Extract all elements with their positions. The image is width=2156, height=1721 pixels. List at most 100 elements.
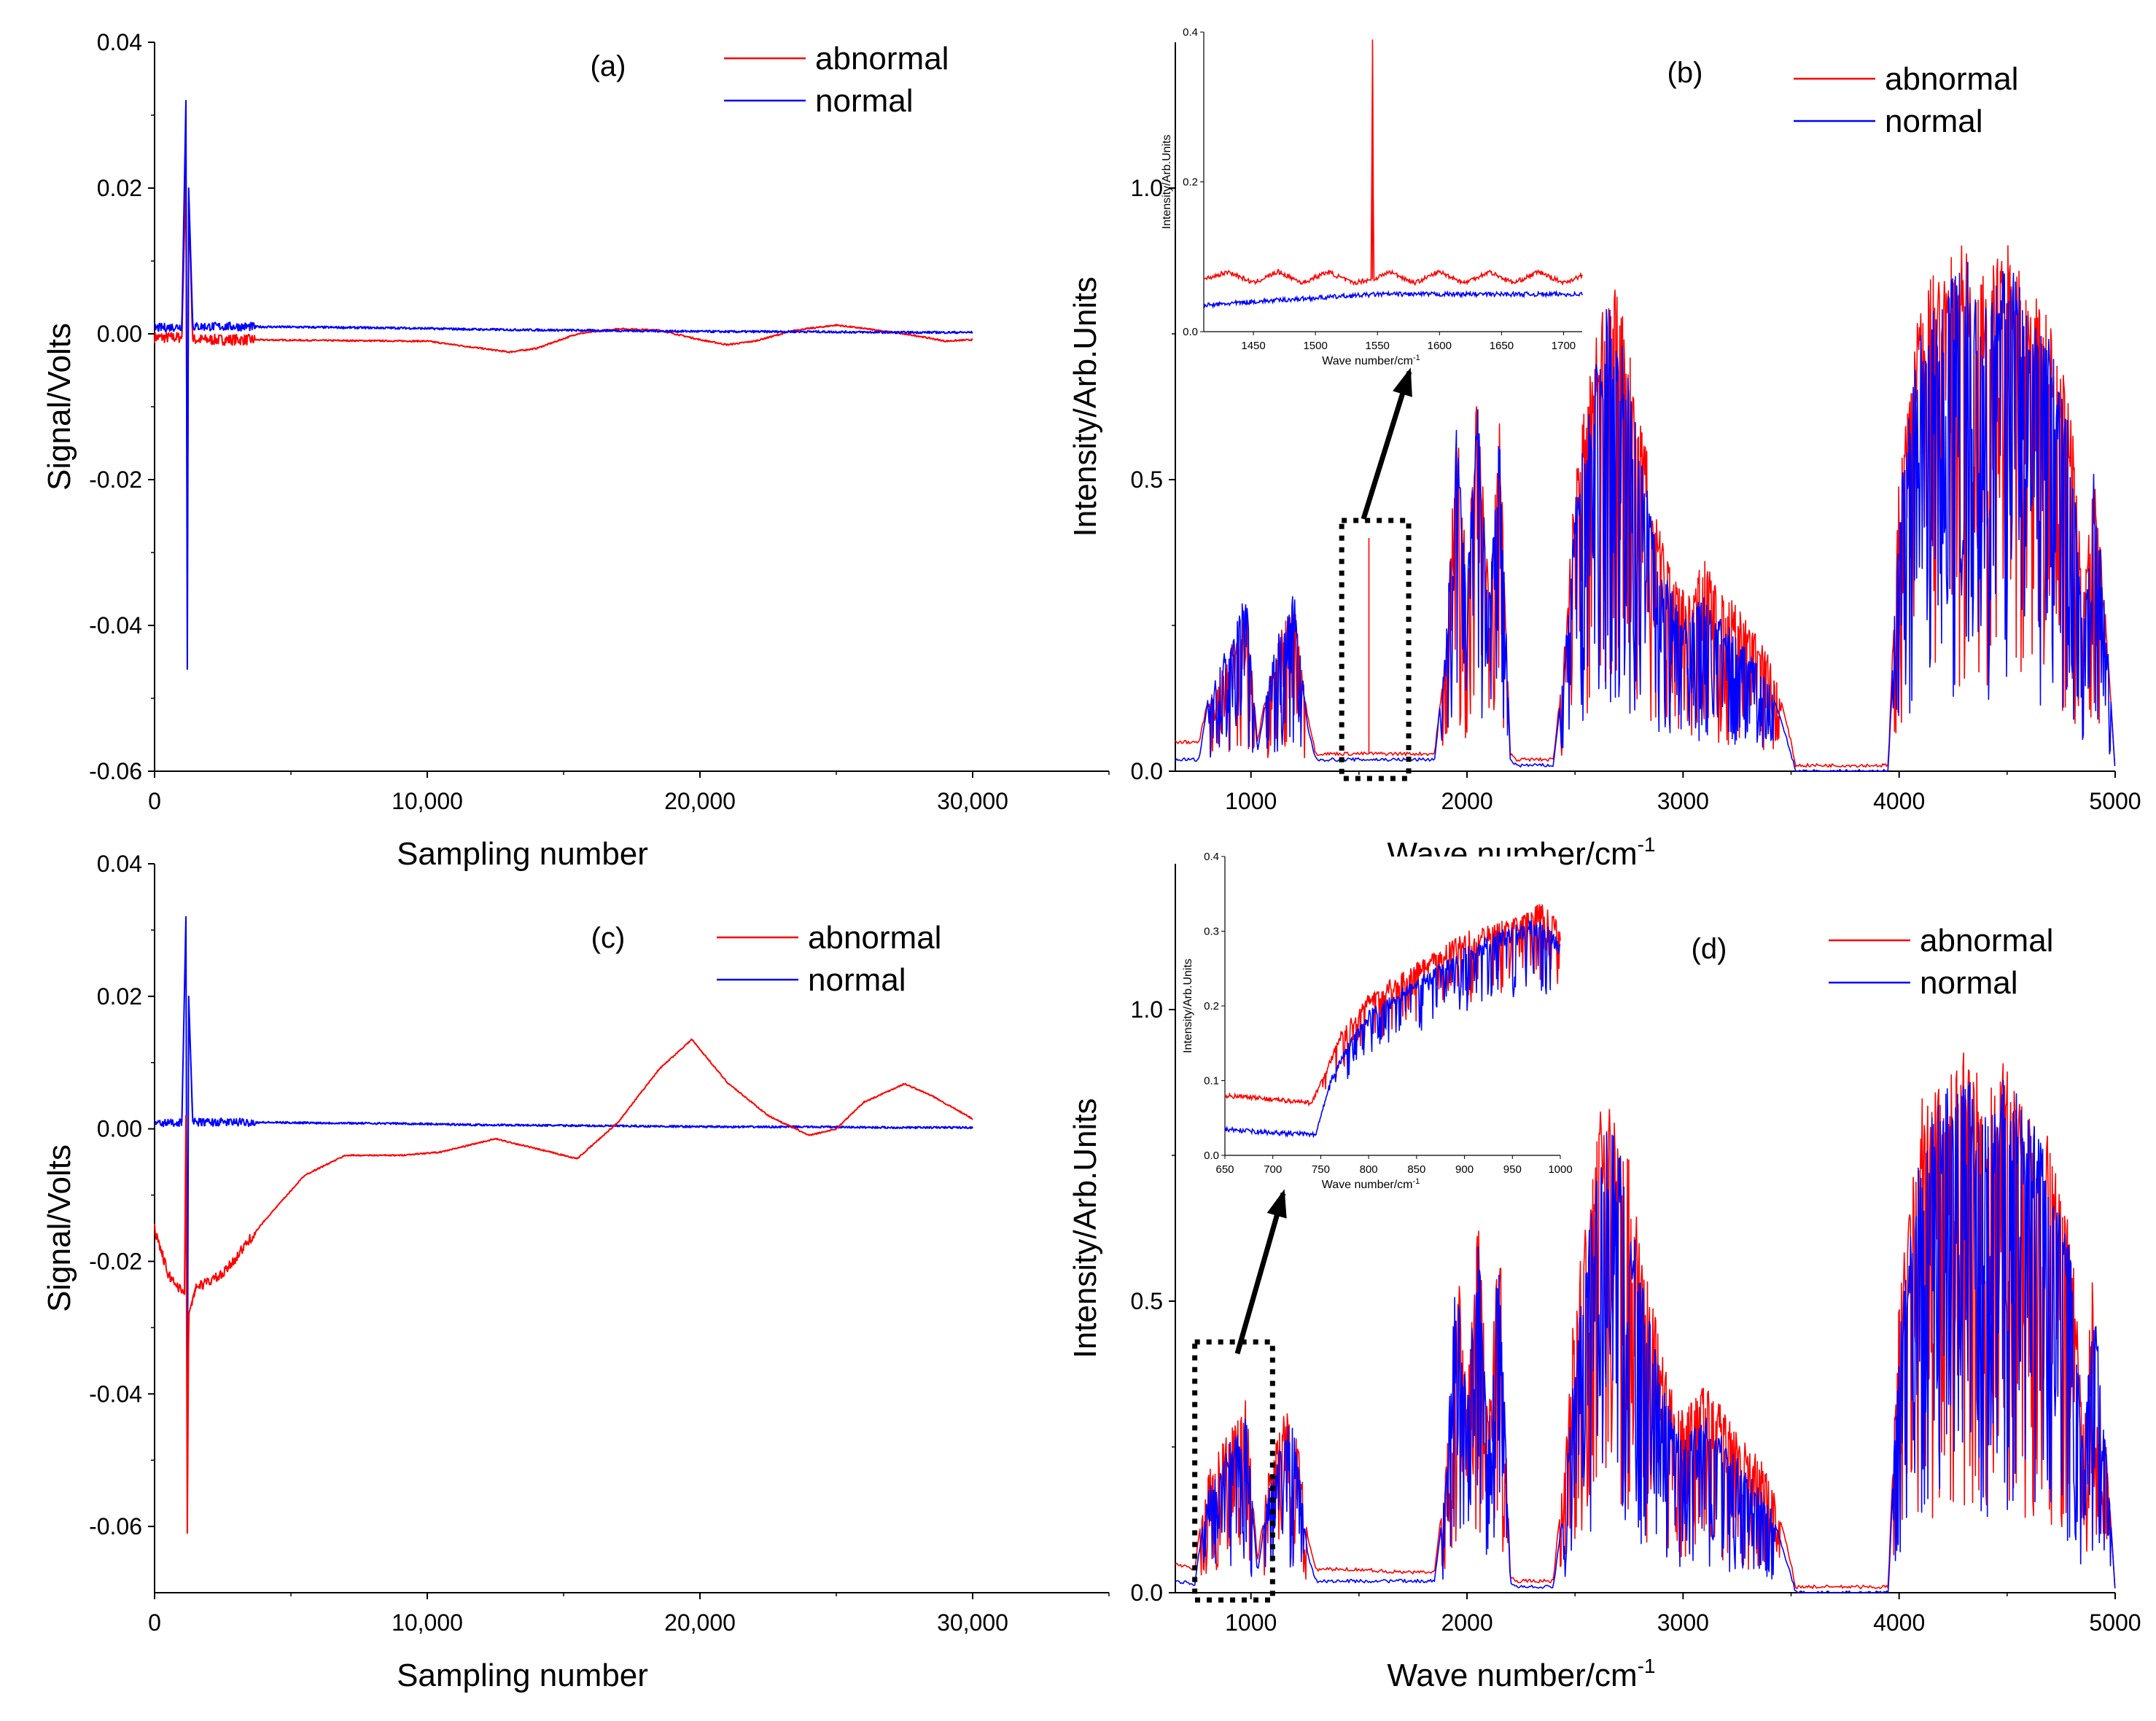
inset: 0.0 0.2 0.4 1450 1500 1550 1600 1650 1700 Wave nu…: [1161, 26, 1583, 367]
legend-label-normal: normal: [1920, 965, 2018, 1001]
3.inset-x-tick-label: 800: [1360, 1163, 1378, 1176]
1.inset-x-tick-label: 1500: [1303, 340, 1327, 352]
1-y-tick-label: 0.0: [1131, 758, 1163, 784]
series-line-abnormal: [154, 173, 973, 575]
1-x-tick-label: 3000: [1657, 788, 1709, 814]
1-y-tick-label: 0.5: [1131, 467, 1163, 493]
3.inset-y-tick-label: 0.1: [1204, 1075, 1219, 1088]
legend: abnormal normal: [724, 41, 949, 119]
y-axis-label: Intensity/Arb.Units: [1067, 1098, 1103, 1358]
x-axis-label: Sampling number: [397, 1658, 648, 1693]
inset: 0.0 0.1 0.2 0.3 0.4 650 700 750 800 850 900 950 1000…: [1182, 851, 1573, 1191]
2-y-tick-label: -0.04: [89, 1381, 142, 1407]
series-line-abnormal: [1175, 245, 2116, 768]
legend-label-normal: normal: [1885, 104, 1983, 139]
3-x-tick-label: 2000: [1441, 1609, 1493, 1636]
3.inset-x-tick-label: 1000: [1548, 1163, 1572, 1176]
inset-x-axis-label-text: Wave number/cm: [1322, 1179, 1413, 1191]
0-y-tick-label: 0.04: [97, 29, 142, 55]
3-y-tick-label: 1.0: [1131, 996, 1163, 1023]
1-x-tick-label: 4000: [1873, 788, 1925, 814]
3-x-tick-label: 1000: [1225, 1609, 1277, 1636]
zoom-arrow: [1361, 370, 1412, 520]
1.inset-x-tick-label: 1700: [1552, 340, 1576, 352]
3.inset-y-tick-label: 0.3: [1204, 926, 1219, 938]
1-x-tick-label: 2000: [1441, 788, 1493, 814]
1-x-tick-label: 5000: [2089, 788, 2141, 814]
series-line-normal: [1175, 262, 2116, 772]
panel-label: (b): [1667, 57, 1703, 89]
inset-y-axis-label: Intensity/Arb.Units: [1161, 135, 1173, 230]
series-line-normal: [154, 100, 973, 670]
0-x-tick-label: 30,000: [937, 788, 1008, 814]
1-x-tick-label: 1000: [1225, 788, 1277, 814]
zoom-box: [1339, 518, 1412, 781]
2-y-tick-label: 0.02: [97, 983, 142, 1010]
0-x-tick-label: 0: [148, 788, 161, 814]
panel-label: (c): [591, 922, 626, 954]
1.inset-x-tick-label: 1450: [1241, 340, 1265, 352]
0-x-tick-label: 20,000: [664, 788, 736, 814]
2-x-tick-label: 10,000: [392, 1609, 463, 1636]
1.inset-x-tick-label: 1550: [1366, 340, 1390, 352]
x-axis-label-text: Wave number/cm: [1387, 1658, 1637, 1693]
x-axis-label: Sampling number: [397, 836, 648, 872]
2-x-tick-label: 30,000: [937, 1609, 1008, 1636]
y-axis-label: Intensity/Arb.Units: [1067, 276, 1103, 536]
x-axis-label-text: Sampling number: [397, 1658, 648, 1693]
0-y-tick-label: 0.00: [97, 321, 142, 347]
2-x-tick-label: 0: [148, 1609, 161, 1636]
1.inset-x-tick-label: 1650: [1490, 340, 1514, 352]
x-axis-label-text: Sampling number: [397, 836, 648, 872]
panel-label: (d): [1692, 933, 1727, 965]
3.inset-x-tick-label: 850: [1407, 1163, 1425, 1176]
2-y-tick-label: -0.02: [89, 1248, 142, 1274]
legend-label-abnormal: abnormal: [1885, 61, 2018, 97]
y-axis-label: Signal/Volts: [42, 323, 77, 491]
zoom-arrow: [1234, 1193, 1286, 1354]
panel-b: 0.0 0.5 1.0 1000 2000 3000 4000 5000 (b) abnormal…: [1067, 26, 2141, 872]
2-x-tick-label: 20,000: [664, 1609, 736, 1636]
legend: abnormal normal: [717, 920, 941, 998]
2-y-tick-label: -0.06: [89, 1513, 142, 1539]
0-y-tick-label: -0.06: [89, 758, 142, 784]
0-x-tick-label: 10,000: [392, 788, 463, 814]
0-y-tick-label: -0.02: [89, 467, 142, 493]
3.inset-x-tick-label: 750: [1312, 1163, 1330, 1176]
3-x-tick-label: 4000: [1873, 1609, 1925, 1636]
inset-x-axis-label-text: Wave number/cm: [1322, 355, 1413, 367]
inset-series-normal: [1224, 920, 1561, 1139]
legend-label-abnormal: abnormal: [808, 920, 941, 956]
3.inset-y-tick-label: 0.2: [1204, 1000, 1219, 1012]
1.inset-y-tick-label: 0.0: [1183, 326, 1198, 338]
panel-d: 0.0 0.5 1.0 1000 2000 3000 4000 5000 (d) abnormal…: [1067, 851, 2141, 1693]
y-axis-label: Signal/Volts: [42, 1144, 77, 1312]
inset-background: [1204, 32, 1582, 332]
inset-x-axis-label-superscript: -1: [1413, 1177, 1420, 1186]
zoom-box: [1192, 1339, 1275, 1603]
3.inset-x-tick-label: 700: [1264, 1163, 1282, 1176]
x-axis-label-superscript: -1: [1638, 1655, 1656, 1677]
3-y-tick-label: 0.5: [1131, 1288, 1163, 1314]
3.inset-y-tick-label: 0.0: [1204, 1150, 1219, 1162]
legend: abnormal normal: [1829, 923, 2053, 1001]
1.inset-x-tick-label: 1600: [1428, 340, 1452, 352]
x-axis-label-superscript: -1: [1638, 833, 1656, 856]
3-x-tick-label: 3000: [1657, 1609, 1709, 1636]
1.inset-y-tick-label: 0.2: [1183, 176, 1198, 189]
zoom-arrow-head: [1266, 1189, 1287, 1219]
1.inset-y-tick-label: 0.4: [1183, 26, 1198, 39]
3.inset-y-tick-label: 0.4: [1204, 851, 1219, 863]
0-y-tick-label: -0.04: [89, 612, 142, 639]
3-y-tick-label: 0.0: [1131, 1580, 1163, 1606]
inset-x-axis-label: Wave number/cm-1: [1322, 1177, 1420, 1191]
inset-series-abnormal: [1224, 904, 1561, 1107]
2-y-tick-label: 0.00: [97, 1116, 142, 1142]
1-y-tick-label: 1.0: [1131, 175, 1163, 201]
series-line-abnormal: [154, 1038, 973, 1534]
legend-label-abnormal: abnormal: [1920, 923, 2053, 959]
legend-label-normal: normal: [815, 83, 914, 119]
inset-y-axis-label: Intensity/Arb.Units: [1182, 959, 1194, 1053]
inset-x-axis-label-superscript: -1: [1413, 354, 1420, 362]
